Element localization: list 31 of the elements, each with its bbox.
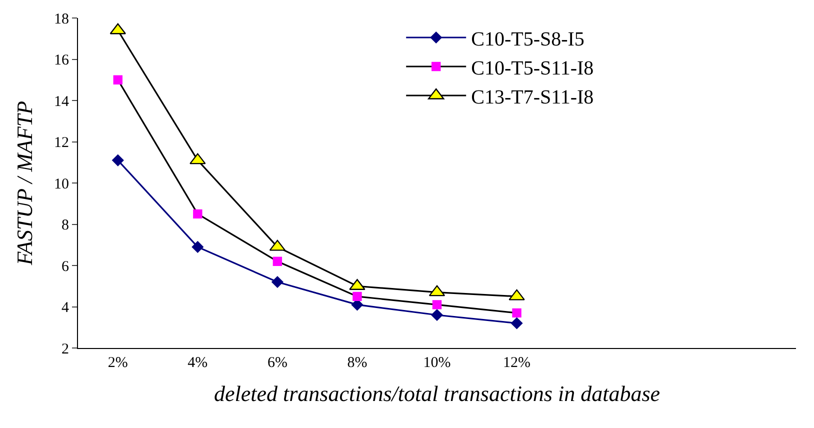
x-axis-title: deleted transactions/total transactions in database xyxy=(214,380,660,406)
y-tick-label: 14 xyxy=(54,94,70,110)
point xyxy=(352,292,362,302)
y-tick-label: 6 xyxy=(62,258,70,275)
point xyxy=(432,300,442,310)
x-tick-label: 8% xyxy=(347,355,368,371)
y-tick-label: 16 xyxy=(54,52,70,68)
point xyxy=(193,209,202,219)
y-tick-label: 18 xyxy=(54,11,69,28)
legend-label: C10-T5-S8-I5 xyxy=(471,28,584,50)
point xyxy=(113,75,122,84)
y-axis-title: FASTUP / MAFTP xyxy=(12,100,37,266)
point xyxy=(431,309,443,321)
point xyxy=(272,276,284,288)
y-tick-label: 2 xyxy=(62,341,69,358)
x-tick-label: 2% xyxy=(108,355,128,371)
y-tick-label: 10 xyxy=(54,176,69,192)
x-tick-label: 6% xyxy=(267,355,288,371)
x-tick-label: 12% xyxy=(503,355,531,371)
point xyxy=(510,317,523,330)
point xyxy=(512,308,522,318)
y-tick-label: 4 xyxy=(62,300,70,316)
legend-label: C13-T7-S11-I8 xyxy=(471,86,594,108)
point xyxy=(272,256,282,266)
x-tick-label: 10% xyxy=(423,355,451,371)
x-tick-label: 4% xyxy=(188,355,208,371)
point xyxy=(192,241,204,253)
y-tick-label: 8 xyxy=(62,218,69,234)
legend-label: C10-T5-S11-I8 xyxy=(471,57,594,80)
y-tick-label: 12 xyxy=(54,135,69,151)
point xyxy=(112,154,124,166)
